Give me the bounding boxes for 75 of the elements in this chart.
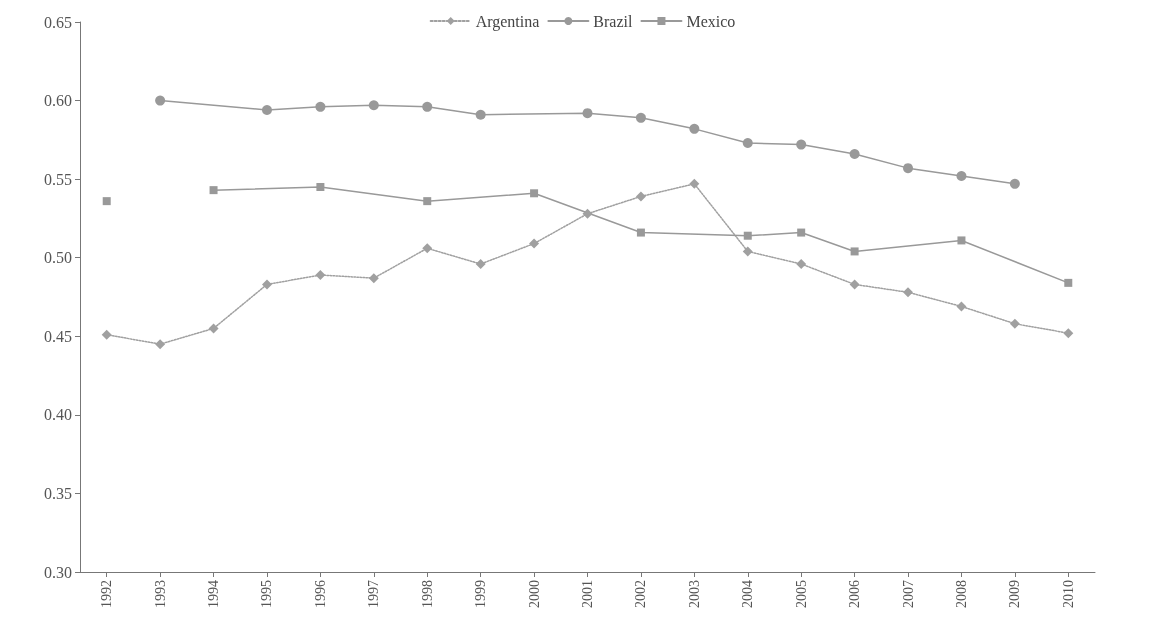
point	[582, 208, 593, 219]
point	[636, 228, 645, 237]
x-tick-label: 1999	[473, 580, 489, 608]
point	[316, 183, 325, 191]
point	[689, 178, 700, 189]
point	[422, 243, 433, 254]
point	[743, 231, 752, 240]
x-tick-label: 2010	[1060, 580, 1076, 608]
point	[850, 247, 859, 256]
point	[423, 197, 432, 206]
point	[956, 301, 967, 312]
point	[742, 138, 753, 148]
point	[956, 171, 967, 181]
x-tick-label: 1997	[366, 580, 382, 608]
y-tick-label: 0.65	[44, 13, 72, 31]
point	[635, 191, 646, 202]
x-tick-label: 1993	[152, 580, 168, 608]
x-tick-label: 1994	[206, 580, 222, 608]
point	[796, 259, 807, 269]
point	[849, 279, 860, 290]
point	[475, 259, 486, 269]
x-tick-label: 2004	[740, 580, 756, 608]
x-tick-label: 2005	[793, 580, 809, 608]
x-tick-label: 2008	[953, 580, 969, 608]
point	[101, 329, 112, 340]
point	[261, 105, 272, 115]
y-tick-label: 0.55	[44, 170, 72, 188]
y-tick-label: 0.30	[44, 563, 72, 581]
point	[368, 273, 379, 284]
y-tick-label: 0.60	[44, 92, 72, 110]
legend-label: Mexico	[686, 12, 736, 30]
point	[742, 246, 753, 257]
point	[475, 109, 486, 120]
x-tick-label: 1996	[312, 580, 328, 608]
point	[635, 112, 646, 123]
legend-label: Argentina	[475, 12, 540, 31]
point	[422, 101, 433, 112]
point	[155, 95, 166, 106]
x-tick-label: 2009	[1007, 580, 1023, 608]
x-tick-label: 2006	[847, 580, 863, 608]
x-tick-label: 2007	[900, 580, 916, 608]
y-tick-label: 0.45	[44, 327, 72, 345]
point	[1009, 178, 1020, 189]
point	[849, 149, 860, 159]
y-tick-label: 0.50	[44, 249, 72, 267]
point	[208, 323, 219, 334]
x-tick-label: 2000	[526, 580, 542, 608]
point	[903, 163, 914, 174]
point	[1009, 318, 1020, 329]
point	[155, 339, 166, 350]
x-tick-label: 2001	[580, 580, 595, 608]
point	[1064, 278, 1073, 287]
point	[796, 139, 807, 150]
point	[315, 101, 326, 112]
point	[209, 186, 218, 195]
y-tick-label: 0.40	[44, 406, 72, 424]
point	[530, 189, 539, 198]
y-tick-label: 0.35	[44, 484, 72, 502]
point	[903, 287, 914, 298]
point	[1063, 328, 1074, 339]
x-tick-label: 2003	[686, 580, 702, 608]
point	[582, 108, 593, 119]
x-tick-label: 1995	[259, 580, 275, 608]
point	[529, 238, 540, 249]
point	[797, 228, 806, 237]
x-tick-label: 1992	[99, 580, 115, 608]
point	[689, 123, 700, 134]
x-tick-label: 1998	[419, 580, 435, 608]
point	[315, 270, 326, 280]
legend-label: Brazil	[593, 12, 634, 30]
point	[368, 100, 379, 111]
x-tick-label: 2002	[633, 580, 649, 608]
point	[261, 279, 272, 290]
point	[102, 197, 111, 206]
point	[957, 236, 966, 245]
